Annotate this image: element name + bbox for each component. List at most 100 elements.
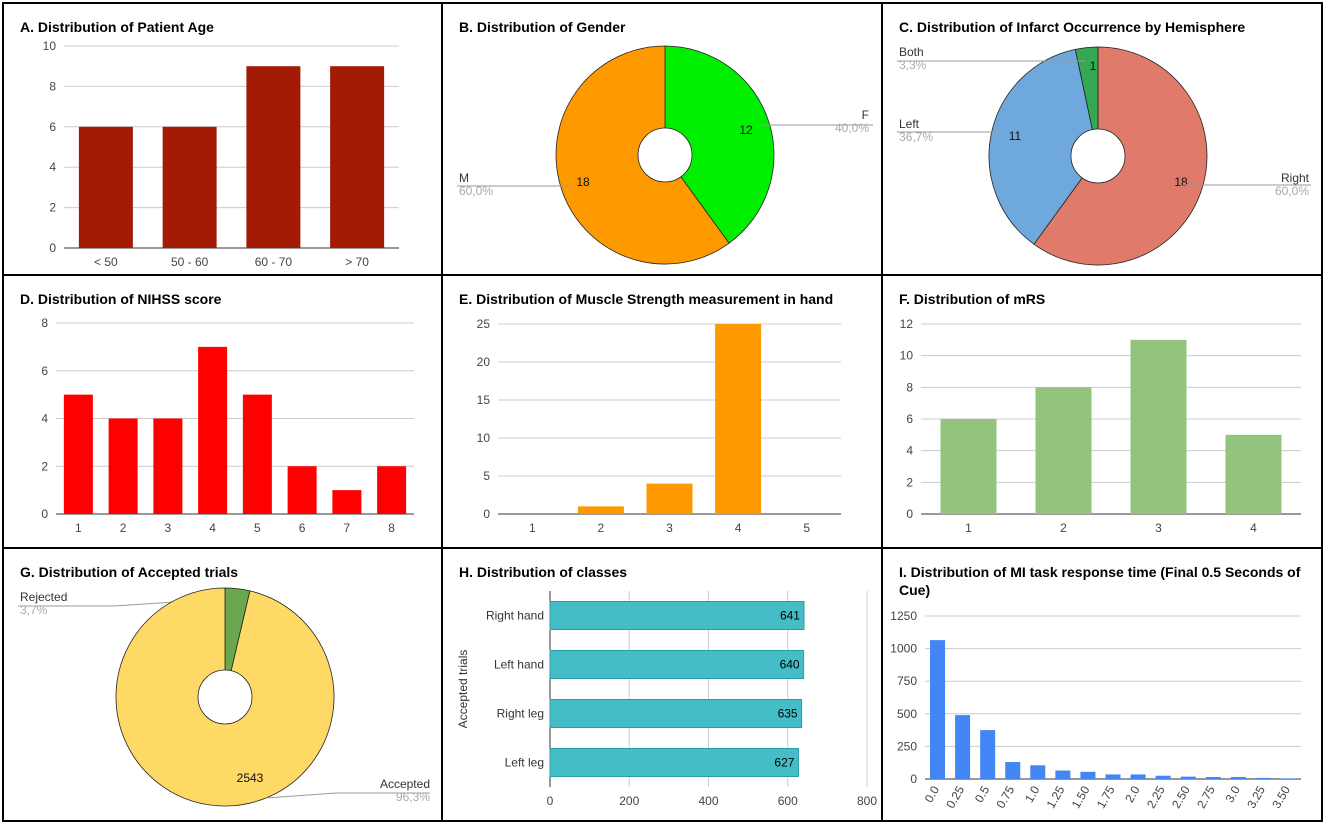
- y-tick-label: 4: [906, 444, 913, 458]
- data-label: 635: [778, 707, 798, 721]
- slice-value-label: 18: [1174, 175, 1188, 189]
- legend-percent: 3,7%: [20, 603, 48, 617]
- bar: [1155, 775, 1171, 779]
- x-tick-label: 2: [1060, 521, 1067, 535]
- x-tick-label: 0: [547, 794, 554, 808]
- bar: [242, 394, 272, 514]
- x-tick-label: 0.5: [972, 783, 993, 805]
- chart-title: F. Distribution of mRS: [899, 291, 1046, 307]
- x-tick-label: 4: [1250, 521, 1257, 535]
- legend-label: Left: [899, 117, 920, 131]
- x-tick-label: 2.75: [1194, 783, 1218, 811]
- bar: [287, 466, 317, 514]
- x-tick-label: 2.0: [1122, 783, 1143, 805]
- panel-a: A. Distribution of Patient Age 0 2 4 6 8 10 < …: [2, 2, 443, 276]
- pie-slice: [988, 48, 1099, 245]
- bar: [108, 418, 138, 514]
- x-tick-label: 0.0: [922, 783, 943, 805]
- bar: [1035, 387, 1092, 514]
- legend-percent: 3,3%: [899, 58, 927, 72]
- legend-label: F: [862, 108, 869, 122]
- y-tick-label: 6: [906, 412, 913, 426]
- bar: [153, 418, 183, 514]
- bar: [930, 640, 946, 779]
- y-tick-label: 0: [41, 507, 48, 521]
- x-tick-label: 1.75: [1094, 783, 1118, 811]
- legend-percent: 40,0%: [835, 121, 869, 135]
- y-tick-label: 20: [477, 355, 491, 369]
- bar: [330, 66, 385, 248]
- x-tick-label: 3: [165, 521, 172, 535]
- y-tick-label: 750: [897, 674, 917, 688]
- x-tick-label: 7: [344, 521, 351, 535]
- bar: [940, 419, 997, 514]
- x-tick-label: 3: [1155, 521, 1162, 535]
- y-tick-label: 10: [900, 349, 914, 363]
- x-tick-label: 60 - 70: [255, 255, 293, 269]
- y-tick-label: Left leg: [505, 756, 544, 770]
- y-tick-label: Right hand: [486, 609, 544, 623]
- panel-i: I. Distribution of MI task response time…: [881, 547, 1323, 822]
- bar: [549, 699, 803, 728]
- panel-g: G. Distribution of Accepted trials 97Rej…: [2, 547, 443, 822]
- y-tick-label: 2: [906, 475, 913, 489]
- chart-title: C. Distribution of Infarct Occurrence by…: [899, 19, 1246, 35]
- y-tick-label: 0: [906, 507, 913, 521]
- y-tick-label: 8: [49, 79, 56, 93]
- x-tick-label: 1.50: [1069, 783, 1093, 811]
- bar: [162, 126, 217, 248]
- slice-value-label: 18: [576, 175, 590, 189]
- bar: [1080, 771, 1096, 779]
- pie-slice: [115, 587, 335, 807]
- y-tick-label: 500: [897, 707, 917, 721]
- bar: [1005, 762, 1021, 779]
- slice-value-label: 2543: [237, 771, 264, 785]
- y-tick-label: 0: [49, 241, 56, 255]
- x-tick-label: 1: [529, 521, 536, 535]
- x-tick-label: 50 - 60: [171, 255, 209, 269]
- legend-percent: 60,0%: [459, 184, 493, 198]
- y-tick-label: 10: [477, 431, 491, 445]
- x-tick-label: 8: [388, 521, 395, 535]
- bar: [549, 650, 805, 679]
- chart-title: H. Distribution of classes: [459, 564, 628, 580]
- data-label: 641: [780, 609, 800, 623]
- slice-value-label: 12: [739, 123, 753, 137]
- x-tick-label: 1: [75, 521, 82, 535]
- x-tick-label: 1.0: [1022, 783, 1043, 805]
- y-tick-label: 4: [49, 160, 56, 174]
- chart-title: G. Distribution of Accepted trials: [20, 564, 239, 580]
- panel-h: H. Distribution of classes 0 200 400 600 800…: [441, 547, 883, 822]
- chart-title: A. Distribution of Patient Age: [20, 19, 214, 35]
- y-axis-label: Accepted trials: [456, 650, 470, 729]
- bar: [1055, 770, 1071, 779]
- y-tick-label: 1000: [890, 642, 917, 656]
- bar: [646, 483, 693, 514]
- bar: [1180, 776, 1196, 779]
- bar: [1225, 434, 1282, 514]
- panel-f: F. Distribution of mRS 0 2 4 6 8 10 12 1 2 3 4: [881, 274, 1323, 549]
- x-tick-label: 5: [803, 521, 810, 535]
- bar: [1130, 339, 1187, 514]
- x-tick-label: 0.25: [943, 783, 967, 811]
- slice-value-label: 1: [1090, 59, 1097, 73]
- x-tick-label: 600: [778, 794, 798, 808]
- x-tick-label: 3: [666, 521, 673, 535]
- x-tick-label: 800: [857, 794, 877, 808]
- bar: [1255, 777, 1271, 779]
- y-tick-label: 6: [49, 120, 56, 134]
- y-tick-label: 250: [897, 739, 917, 753]
- legend-percent: 36,7%: [899, 130, 933, 144]
- x-tick-label: 400: [698, 794, 718, 808]
- x-tick-label: 1.25: [1044, 783, 1068, 811]
- legend-label: Right: [1281, 171, 1310, 185]
- x-tick-label: 3.50: [1269, 783, 1293, 811]
- y-tick-label: 2: [41, 459, 48, 473]
- bar: [549, 601, 805, 630]
- chart-title: E. Distribution of Muscle Strength measu…: [459, 291, 834, 307]
- panel-c: C. Distribution of Infarct Occurrence by…: [881, 2, 1323, 276]
